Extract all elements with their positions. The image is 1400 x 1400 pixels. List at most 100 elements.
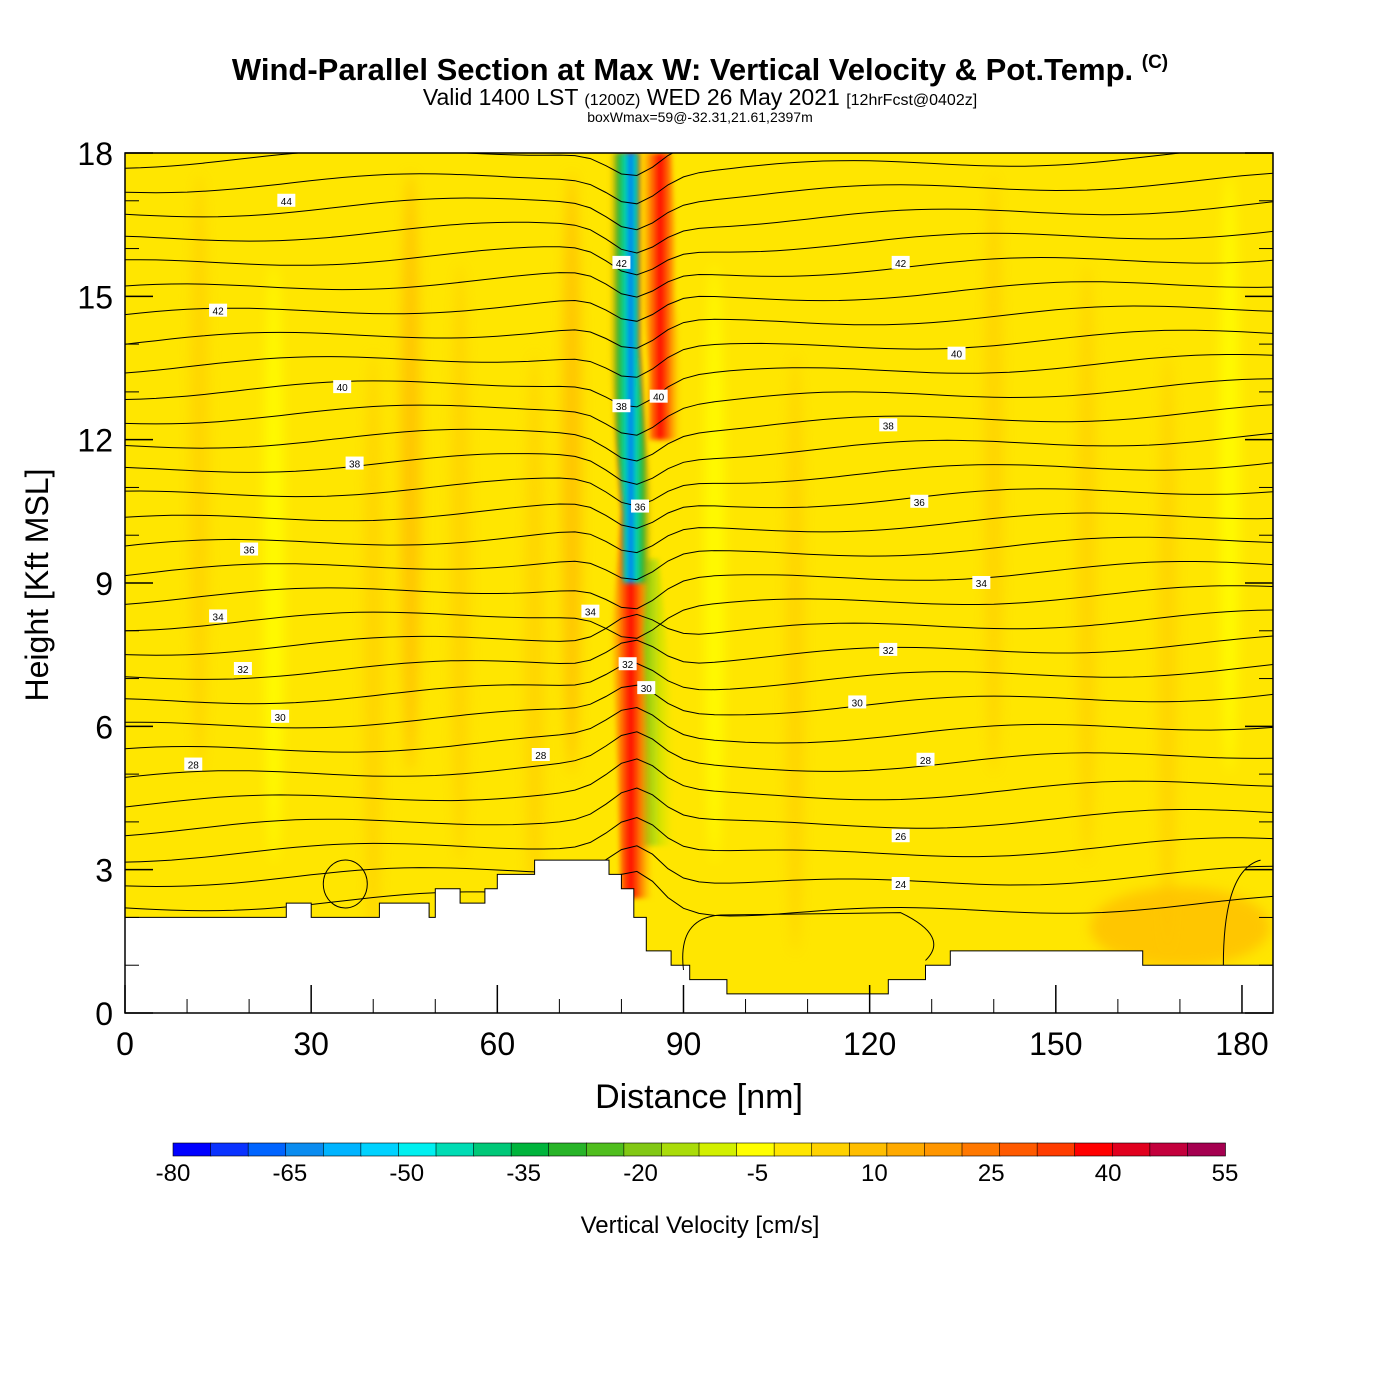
colorbar-tick-label: -65: [273, 1160, 308, 1187]
colorbar-swatch: [398, 1142, 437, 1157]
isentrope-line: [125, 585, 1273, 639]
title-main: Wind-Parallel Section at Max W: Vertical…: [231, 52, 1134, 87]
isentrope-label: 32: [237, 665, 249, 676]
colorbar-tick-label: -5: [747, 1160, 768, 1187]
closed-contour: [682, 912, 935, 971]
isentrope-label-bg: [972, 576, 991, 589]
field-streak: [785, 353, 806, 953]
colorbar-swatch: [585, 1142, 625, 1157]
isentrope-label-bg: [891, 877, 910, 890]
colorbar-swatch: [1149, 1142, 1189, 1157]
field-streak: [561, 173, 582, 773]
colorbar-swatch: [736, 1142, 775, 1157]
isentrope-label-bg: [240, 542, 259, 556]
isentrope-label-bg: [209, 609, 228, 623]
isentrope-line: [125, 201, 1273, 254]
isentrope-label: 26: [895, 832, 907, 843]
x-tick-label: 60: [480, 1026, 516, 1062]
isentrope-line: [125, 870, 1273, 917]
colorbar-swatch: [773, 1142, 813, 1157]
colorbar-swatch: [172, 1142, 212, 1157]
colorbar-swatch: [285, 1142, 325, 1157]
isentrope-line: [125, 256, 1273, 298]
isentrope-label: 28: [535, 751, 547, 762]
colorbar: -80 -65 -50 -35 -20 -5 10 25 40 55: [156, 1142, 1238, 1187]
isentrope-label-bg: [649, 389, 668, 403]
subtitle-date: WED 26 May 2021: [646, 84, 840, 110]
isentrope-label-bg: [916, 752, 935, 766]
isentrope-label-bg: [581, 604, 600, 618]
isentrope-label: 40: [951, 350, 963, 361]
x-axis-label: Distance [nm]: [595, 1078, 803, 1116]
isentrope-label-bg: [612, 399, 631, 413]
isentrope-label-bg: [612, 255, 631, 269]
colorbar-swatch: [961, 1142, 1001, 1157]
field-streak: [704, 263, 725, 863]
isentrope-label: 36: [244, 546, 256, 557]
colorbar-swatch: [360, 1142, 400, 1157]
colorbar-swatch: [698, 1142, 738, 1157]
isentrope-label: 28: [188, 761, 200, 772]
colorbar-swatch: [886, 1142, 926, 1157]
colorbar-swatch: [322, 1142, 362, 1157]
upper-updraft-core: [639, 153, 681, 440]
x-tick-label: 180: [1215, 1026, 1268, 1062]
isentrope-label-bg: [947, 346, 966, 360]
colorbar-swatch: [924, 1142, 963, 1157]
isentrope-line: [125, 281, 1273, 322]
colorbar-tick-label: -50: [389, 1160, 424, 1187]
isentrope-labels: 44 42 42 42 40 40 40 38 38 38 36 36 36 34 34 34 32 32 32 30…: [184, 193, 991, 891]
colorbar-swatch: [1074, 1142, 1114, 1157]
colorbar-label: Vertical Velocity [cm/s]: [581, 1212, 820, 1239]
isentrope-line: [125, 172, 1273, 231]
isentrope-line: [125, 488, 1273, 529]
isentrope-line: [125, 758, 1273, 808]
isentrope-line: [125, 787, 1273, 837]
colorbar-swatch: [623, 1142, 663, 1157]
field-streak: [363, 353, 384, 953]
isentrope-label-bg: [277, 193, 296, 207]
terrain-mask: [125, 859, 1273, 1013]
isentrope-line: [125, 816, 1273, 863]
isentrope-line: [125, 684, 1273, 729]
isentrope-line: [125, 512, 1273, 554]
closed-contour: [1222, 859, 1261, 966]
y-tick-label: 0: [95, 996, 113, 1032]
subtitle-forecast: [12hrFcst@0402z]: [846, 92, 978, 109]
colorbar-tick-label: 10: [861, 1160, 888, 1187]
isentrope-label-bg: [209, 303, 228, 317]
colorbar-swatch: [548, 1142, 588, 1157]
box-wmax-line: boxWmax=59@-32.31,21.61,2397m: [587, 109, 813, 125]
field-streak: [983, 173, 1004, 773]
isentrope-label-bg: [531, 748, 550, 761]
isentrope-line: [125, 662, 1273, 705]
plot-area: 44 42 42 42 40 40 40 38 38 38 36 36 36 34 34 34 32 32 32 30…: [125, 153, 1273, 1013]
isentrope-line: [125, 404, 1273, 462]
isentrope-label-bg: [910, 494, 929, 508]
isentrope-label: 36: [914, 498, 926, 509]
y-tick-label: 6: [95, 709, 113, 745]
field-streak: [1157, 353, 1178, 953]
chart-subtitle: Valid 1400 LST (1200Z) WED 26 May 2021 […: [0, 84, 1400, 111]
isentrope-label: 24: [895, 880, 907, 891]
isentrope-line: [125, 462, 1273, 507]
isentrope-label-bg: [333, 380, 352, 394]
isentrope-line: [125, 845, 1273, 888]
closed-contours: [322, 859, 1261, 971]
isentrope-label-bg: [184, 757, 203, 771]
isentrope-lines: [125, 153, 1273, 917]
isentrope-label: 34: [213, 612, 225, 623]
isentrope-label: 38: [349, 460, 361, 471]
isentrope-line: [125, 153, 1186, 205]
isentrope-line: [125, 706, 1273, 753]
x-tick-label: 0: [116, 1026, 134, 1062]
colorbar-swatch: [510, 1142, 550, 1157]
colorbar-swatch: [210, 1142, 249, 1157]
isentrope-label: 34: [585, 608, 597, 619]
isentrope-line: [125, 731, 1273, 778]
isentrope-label: 40: [337, 383, 349, 394]
isentrope-label-bg: [891, 829, 910, 843]
isentrope-label-bg: [891, 255, 910, 269]
isentrope-label: 32: [622, 660, 634, 671]
